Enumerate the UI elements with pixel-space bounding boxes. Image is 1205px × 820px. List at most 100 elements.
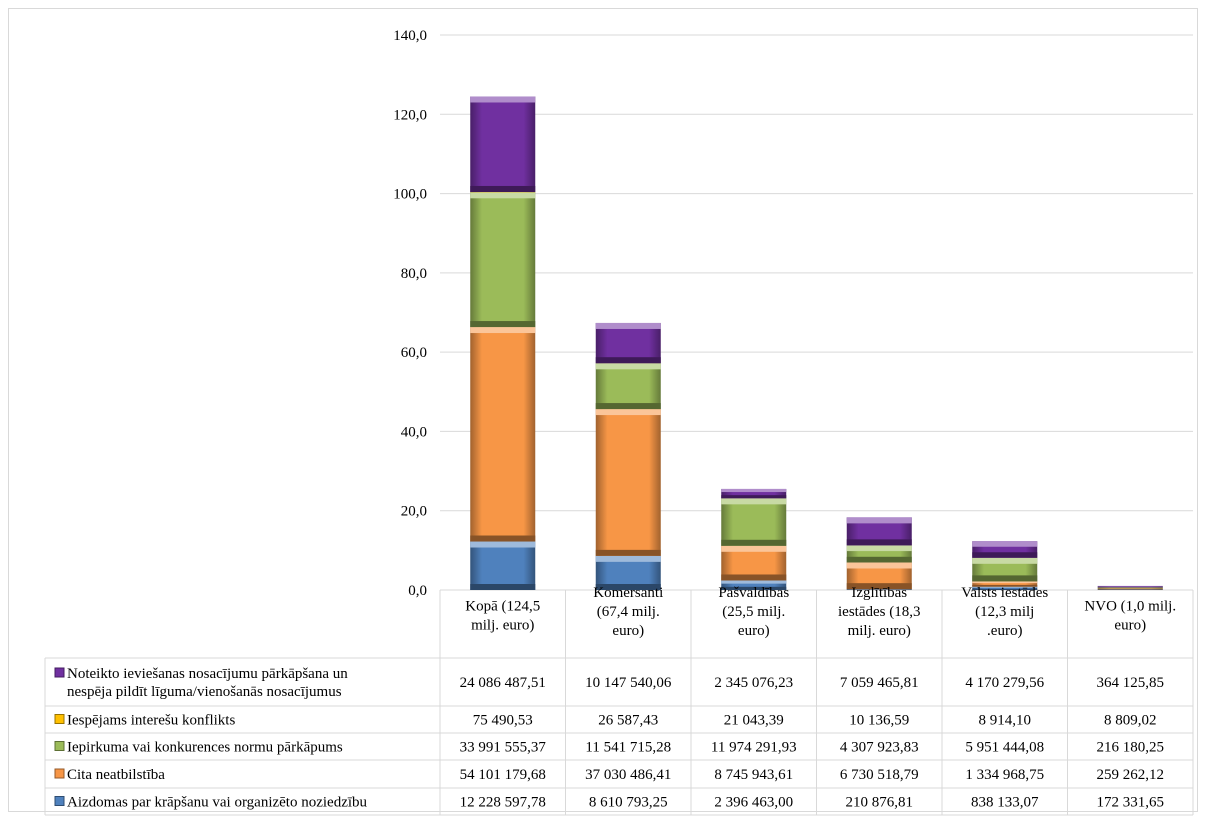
bar-segment-shadow <box>721 574 787 581</box>
data-table-cell: 1 334 968,75 <box>965 767 1044 783</box>
data-table-cell: 210 876,81 <box>846 795 914 811</box>
legend-label: Noteikto ieviešanas nosacījumu pārkāpšan… <box>67 666 348 700</box>
bar-segment-highlight <box>846 545 912 552</box>
bar-segment-highlight <box>595 363 661 370</box>
bar-segment-shadow <box>972 575 1038 582</box>
legend-marker <box>54 714 65 724</box>
bar-segment-shadow <box>470 321 536 328</box>
bar-segment-shadow <box>470 185 536 192</box>
y-tick-label: 80,0 <box>401 266 427 282</box>
bar-segment-highlight <box>972 557 1038 564</box>
data-table-cell: 75 490,53 <box>473 713 533 729</box>
legend-label: Aizdomas par krāpšanu vai organizēto noz… <box>67 795 368 811</box>
data-table-cell: 24 086 487,51 <box>460 675 546 691</box>
y-tick-label: 140,0 <box>393 28 427 44</box>
data-table-cell: 37 030 486,41 <box>585 767 671 783</box>
data-table-cell: 2 345 076,23 <box>714 675 793 691</box>
y-tick-label: 20,0 <box>401 504 427 520</box>
data-table-cell: 172 331,65 <box>1097 795 1165 811</box>
legend-marker <box>54 768 65 779</box>
legend-marker <box>54 667 65 678</box>
data-table-cell: 10 136,59 <box>849 713 909 729</box>
data-table-cell: 11 541 715,28 <box>585 740 671 756</box>
legend-label: Iespējams interešu konflikts <box>67 713 235 729</box>
bar-segment-shadow <box>595 357 661 364</box>
bar-segment-shadow <box>846 539 912 546</box>
bar-segment-highlight <box>595 322 661 329</box>
bar-segment-shadow <box>595 549 661 556</box>
data-table-cell: 12 228 597,78 <box>460 795 546 811</box>
bar-segment <box>1097 589 1163 590</box>
bar-segment-highlight <box>595 555 661 562</box>
bar-segment-shadow <box>721 495 787 499</box>
bar-segment-shadow <box>595 403 661 410</box>
y-tick-label: 0,0 <box>408 583 427 599</box>
bar-segment <box>595 322 661 364</box>
data-table-cell: 8 745 943,61 <box>714 767 793 783</box>
legend-label: Cita neatbilstība <box>67 767 165 783</box>
bar-segment-highlight <box>972 581 1038 584</box>
bar-segment <box>1097 587 1163 589</box>
legend-marker <box>54 796 65 806</box>
bar-segment-shadow <box>470 535 536 542</box>
category-label: NVO (1,0 milj. euro) <box>1084 599 1176 634</box>
bar-segment-shadow <box>972 552 1038 558</box>
data-table-cell: 26 587,43 <box>598 713 658 729</box>
category-label: Valsts iestādes (12,3 milj .euro) <box>961 585 1048 639</box>
bar-segment <box>470 96 536 192</box>
data-table-cell: 6 730 518,79 <box>840 767 919 783</box>
category-label: Komersanti (67,4 milj. euro) <box>593 585 663 639</box>
bar-segment-highlight <box>470 327 536 334</box>
bar-segment <box>470 192 536 328</box>
bar-segment-shadow <box>721 586 787 590</box>
bar-segment-shadow <box>846 583 912 590</box>
data-table-cell: 4 170 279,56 <box>965 675 1044 691</box>
y-tick-label: 120,0 <box>393 107 427 123</box>
bar-segment-shadow <box>721 539 787 546</box>
data-table-cell: 5 951 444,08 <box>965 740 1044 756</box>
data-table-cell: 364 125,85 <box>1097 675 1165 691</box>
bar-segment <box>721 498 787 546</box>
bar-segment <box>972 586 1038 590</box>
bar-segment <box>721 580 787 590</box>
bar-segment-shadow <box>972 588 1038 590</box>
bar-segment-highlight <box>972 541 1038 547</box>
bar-segment <box>721 488 787 499</box>
data-table-cell: 4 307 923,83 <box>840 740 919 756</box>
bar-segment-shadow <box>595 584 661 590</box>
bar-segment-highlight <box>470 541 536 548</box>
bar-segment <box>470 541 536 590</box>
y-tick-label: 100,0 <box>393 187 427 203</box>
bar-segment <box>1097 585 1163 588</box>
bar-segment-highlight <box>595 409 661 416</box>
data-table-cell: 21 043,39 <box>724 713 784 729</box>
data-table-cell: 33 991 555,37 <box>460 740 547 756</box>
bar-segment <box>972 581 1038 587</box>
bar-segment-highlight <box>721 545 787 552</box>
category-label: Kopā (124,5 milj. euro) <box>465 599 540 634</box>
data-table-cell: 54 101 179,68 <box>460 767 546 783</box>
bar-segment-highlight <box>721 498 787 505</box>
bar-segment-highlight <box>846 562 912 569</box>
bar-segment <box>846 589 912 590</box>
chart-frame <box>8 8 1198 812</box>
data-table-cell: 8 809,02 <box>1104 713 1157 729</box>
bar-segment-highlight <box>470 96 536 103</box>
bar-segment-highlight <box>470 192 536 199</box>
data-table-cell: 8 914,10 <box>979 713 1032 729</box>
y-tick-label: 40,0 <box>401 424 427 440</box>
bar-segment-highlight <box>972 586 1038 588</box>
legend-marker <box>54 741 65 751</box>
data-table-cell: 8 610 793,25 <box>589 795 668 811</box>
bar-segment-highlight <box>721 580 787 584</box>
data-table-cell: 11 974 291,93 <box>711 740 797 756</box>
category-label: Pašvaldības (25,5 milj. euro) <box>718 585 789 639</box>
bar-segment <box>595 363 661 410</box>
bar-segment-shadow <box>846 556 912 563</box>
data-table-cell: 259 262,12 <box>1097 767 1165 783</box>
bar-segment-shadow <box>972 584 1038 587</box>
data-table-cell: 838 133,07 <box>971 795 1039 811</box>
bar-segment <box>1097 588 1163 590</box>
bar-segment <box>595 409 661 556</box>
